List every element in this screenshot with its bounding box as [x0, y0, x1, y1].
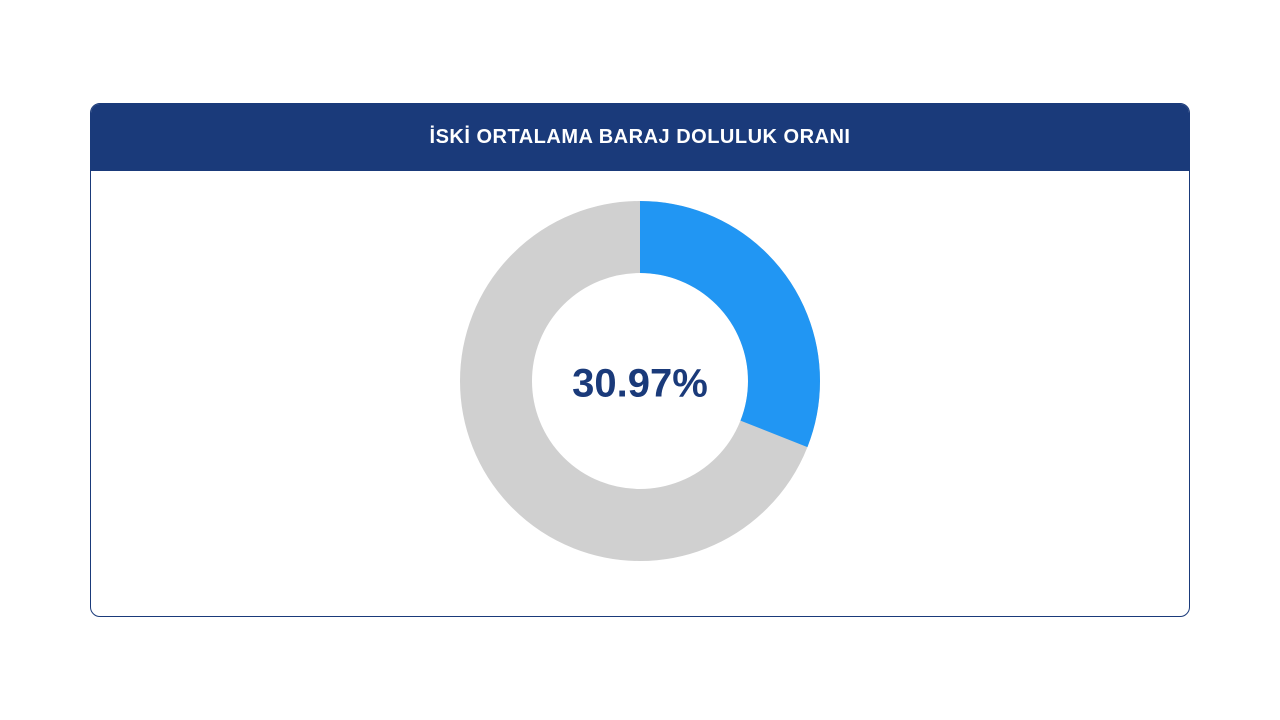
donut-center-label: 30.97% [572, 361, 708, 406]
gauge-card: İSKİ ORTALAMA BARAJ DOLULUK ORANI 30.97% [90, 103, 1190, 617]
donut-chart: 30.97% [460, 201, 820, 566]
card-body: 30.97% [91, 171, 1189, 616]
card-title: İSKİ ORTALAMA BARAJ DOLULUK ORANI [91, 104, 1189, 171]
